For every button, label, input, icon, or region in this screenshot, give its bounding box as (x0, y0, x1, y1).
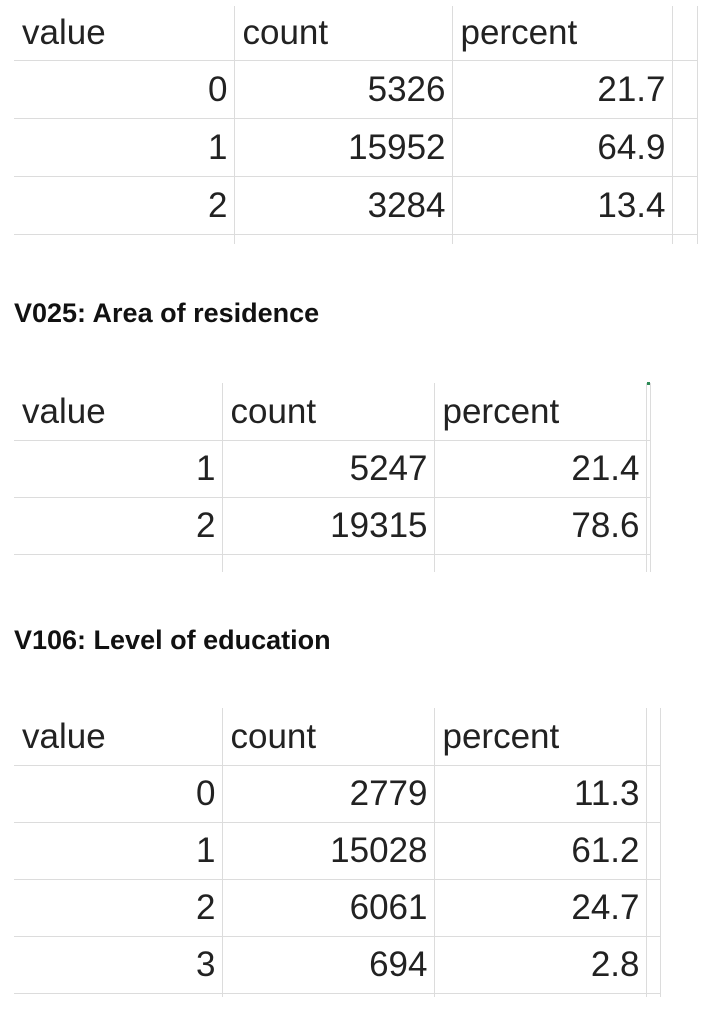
cell-percent: 24.7 (434, 879, 647, 937)
section-title-level-of-education: V106: Level of education (14, 625, 331, 655)
table-row: 3 694 2.8 (14, 936, 661, 994)
cell-percent: 64.9 (452, 118, 673, 177)
cell-selection-marker (647, 382, 650, 385)
empty-cell (646, 440, 651, 498)
empty-cell (646, 708, 661, 766)
cell-count: 3284 (234, 176, 453, 235)
cell-count: 15028 (222, 822, 435, 880)
header-value: value (14, 383, 223, 441)
table-row: 1 15952 64.9 (14, 118, 698, 177)
cell-value: 1 (14, 822, 223, 880)
header-value: value (14, 6, 235, 61)
table-spacer-row (14, 234, 698, 244)
empty-cell (646, 383, 651, 441)
empty-cell (646, 497, 651, 555)
table-row: 1 15028 61.2 (14, 822, 661, 880)
header-count: count (234, 6, 453, 61)
table-row: 2 6061 24.7 (14, 879, 661, 937)
cell-count: 6061 (222, 879, 435, 937)
cell-value: 3 (14, 936, 223, 994)
cell-percent: 2.8 (434, 936, 647, 994)
header-count: count (222, 383, 435, 441)
table-row: 1 5247 21.4 (14, 440, 651, 498)
table-spacer-row (14, 554, 651, 572)
empty-cell (646, 822, 661, 880)
cell-value: 2 (14, 176, 235, 235)
table-row: 2 3284 13.4 (14, 176, 698, 235)
empty-cell (646, 765, 661, 823)
table-spacer-row (14, 993, 661, 997)
table-row: 0 2779 11.3 (14, 765, 661, 823)
empty-cell (672, 6, 698, 61)
cell-percent: 21.4 (434, 440, 647, 498)
section-title-area-of-residence: V025: Area of residence (14, 298, 320, 328)
empty-cell (672, 176, 698, 235)
empty-cell (672, 60, 698, 119)
cell-value: 0 (14, 60, 235, 119)
empty-cell (672, 118, 698, 177)
frequency-table-1: value count percent 0 5326 21.7 1 15952 … (14, 6, 698, 244)
header-value: value (14, 708, 223, 766)
cell-value: 1 (14, 440, 223, 498)
cell-count: 694 (222, 936, 435, 994)
header-percent: percent (452, 6, 673, 61)
table-header-row: value count percent (14, 383, 651, 441)
cell-count: 19315 (222, 497, 435, 555)
frequency-table-level-of-education: value count percent 0 2779 11.3 1 15028 … (14, 708, 661, 997)
empty-cell (646, 879, 661, 937)
cell-value: 2 (14, 497, 223, 555)
header-percent: percent (434, 383, 647, 441)
cell-value: 0 (14, 765, 223, 823)
cell-percent: 78.6 (434, 497, 647, 555)
cell-percent: 11.3 (434, 765, 647, 823)
header-percent: percent (434, 708, 647, 766)
cell-value: 2 (14, 879, 223, 937)
empty-cell (646, 936, 661, 994)
cell-percent: 61.2 (434, 822, 647, 880)
cell-value: 1 (14, 118, 235, 177)
cell-count: 15952 (234, 118, 453, 177)
cell-count: 5326 (234, 60, 453, 119)
header-count: count (222, 708, 435, 766)
table-row: 0 5326 21.7 (14, 60, 698, 119)
cell-count: 5247 (222, 440, 435, 498)
cell-percent: 13.4 (452, 176, 673, 235)
frequency-table-area-of-residence: value count percent 1 5247 21.4 2 19315 … (14, 383, 651, 572)
table-row: 2 19315 78.6 (14, 497, 651, 555)
cell-percent: 21.7 (452, 60, 673, 119)
cell-count: 2779 (222, 765, 435, 823)
table-header-row: value count percent (14, 6, 698, 61)
table-header-row: value count percent (14, 708, 661, 766)
